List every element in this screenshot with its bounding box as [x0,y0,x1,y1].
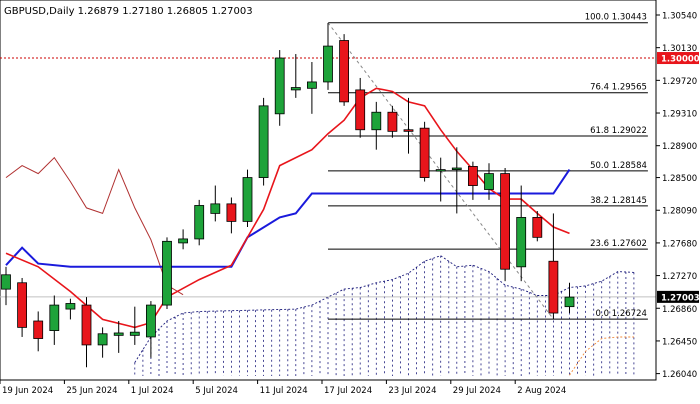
price-tick-label: 1.30540 [662,12,697,22]
bull-candle [162,240,172,306]
level-price-tag-bg [657,52,699,65]
bear-candle [548,260,559,314]
bull-candle [451,167,462,171]
current-price-tag: 1.27003 [661,293,700,303]
bear-candle [500,173,511,270]
date-tick-label: 17 Jul 2024 [324,386,372,396]
bull-candle [97,333,108,346]
bull-candle [258,105,269,178]
fib-level-label: 50.0 1.28584 [590,161,647,171]
price-tick-label: 1.29310 [662,110,697,120]
fib-level-label: 61.8 1.29022 [590,126,647,136]
ichimoku-cloud [134,255,635,376]
bear-candle [467,166,478,186]
price-tick-label: 1.27680 [662,239,697,249]
price-tick-label: 1.28500 [662,174,697,184]
cloud-top-line [134,255,634,363]
bear-candle [403,129,414,132]
kijun-sen-line [5,169,571,268]
date-tick-label: 5 Jul 2024 [195,386,238,396]
bull-candle [65,303,76,310]
bull-candle [435,169,446,172]
bull-candle [145,304,156,338]
date-tick-label: 25 Jun 2024 [66,386,117,396]
current-price-tag-bg [657,290,699,303]
bear-candle [419,127,430,178]
bear-candle [355,89,366,131]
price-tick-label: 1.30130 [662,44,697,54]
level-price-tag: 1.30000 [661,55,700,65]
tenkan-sen-line [5,87,570,329]
bear-candle [387,111,398,132]
fib-level-label: 100.0 1.30443 [585,13,647,23]
price-tick-label: 1.29720 [662,77,697,87]
bull-candle [113,332,124,336]
senkou-span-b-line [569,336,634,376]
price-tick-label: 1.26450 [662,337,697,347]
bull-candle [129,331,140,336]
date-tick-label: 29 Jul 2024 [453,386,501,396]
date-tick-label: 2 Aug 2024 [517,386,566,396]
price-tick-label: 1.28900 [662,142,697,152]
price-tick-label: 1.27270 [662,272,697,282]
date-tick-label: 23 Jul 2024 [388,386,436,396]
bear-candle [17,282,28,328]
fib-level-label: 23.6 1.27602 [590,239,647,249]
bull-candle [178,238,189,244]
date-tick-label: 11 Jul 2024 [260,386,308,396]
bull-candle [564,296,575,308]
bull-candle [49,304,60,331]
price-tick-label: 1.26860 [662,305,697,315]
bull-candle [1,274,11,290]
bear-candle [81,304,92,346]
bull-candle [323,45,333,83]
chikou-span-line [5,156,184,296]
bear-candle [339,40,350,103]
price-tick-label: 1.28090 [662,207,697,217]
bear-candle [226,203,237,222]
bull-candle [194,205,205,240]
price-tick-label: 1.26040 [662,370,697,380]
bull-candle [484,173,494,190]
date-tick-label: 19 Jun 2024 [2,386,53,396]
fib-level-label: 38.2 1.28145 [590,196,647,206]
bear-candle [532,217,543,238]
bull-candle [274,57,285,115]
bull-candle [290,87,301,91]
chart-title: GBPUSD,Daily 1.26879 1.27180 1.26805 1.2… [4,6,253,17]
bull-candle [371,111,382,131]
bull-candle [242,177,253,222]
fib-level-label: 0.0 1.26724 [596,309,647,319]
fib-level-label: 76.4 1.29565 [590,83,647,93]
bull-candle [306,81,317,89]
bull-candle [210,203,221,214]
bear-candle [33,320,44,339]
bull-candle [516,217,527,268]
date-tick-label: 1 Jul 2024 [131,386,174,396]
